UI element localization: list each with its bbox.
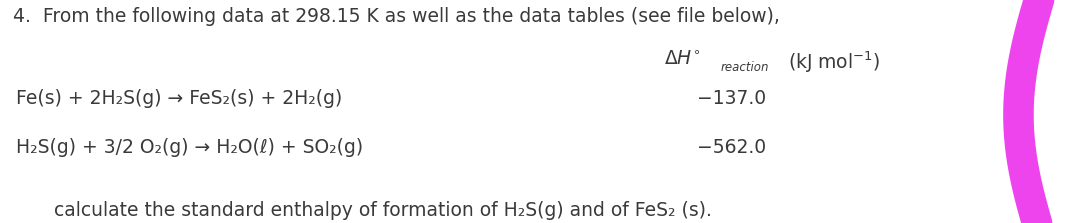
- Text: H₂S(g) + 3/2 O₂(g) → H₂O(ℓ) + SO₂(g): H₂S(g) + 3/2 O₂(g) → H₂O(ℓ) + SO₂(g): [16, 138, 363, 157]
- Text: −137.0: −137.0: [697, 89, 766, 108]
- Text: $\Delta H^{\circ}$: $\Delta H^{\circ}$: [664, 49, 701, 68]
- Text: reaction: reaction: [720, 61, 769, 74]
- Text: (kJ mol$^{-1}$): (kJ mol$^{-1}$): [788, 49, 881, 74]
- Text: Fe(s) + 2H₂S(g) → FeS₂(s) + 2H₂(g): Fe(s) + 2H₂S(g) → FeS₂(s) + 2H₂(g): [16, 89, 342, 108]
- Text: −562.0: −562.0: [697, 138, 766, 157]
- Text: calculate the standard enthalpy of formation of H₂S(g) and of FeS₂ (s).: calculate the standard enthalpy of forma…: [54, 201, 712, 220]
- Text: 4.  From the following data at 298.15 K as well as the data tables (see file bel: 4. From the following data at 298.15 K a…: [13, 7, 780, 26]
